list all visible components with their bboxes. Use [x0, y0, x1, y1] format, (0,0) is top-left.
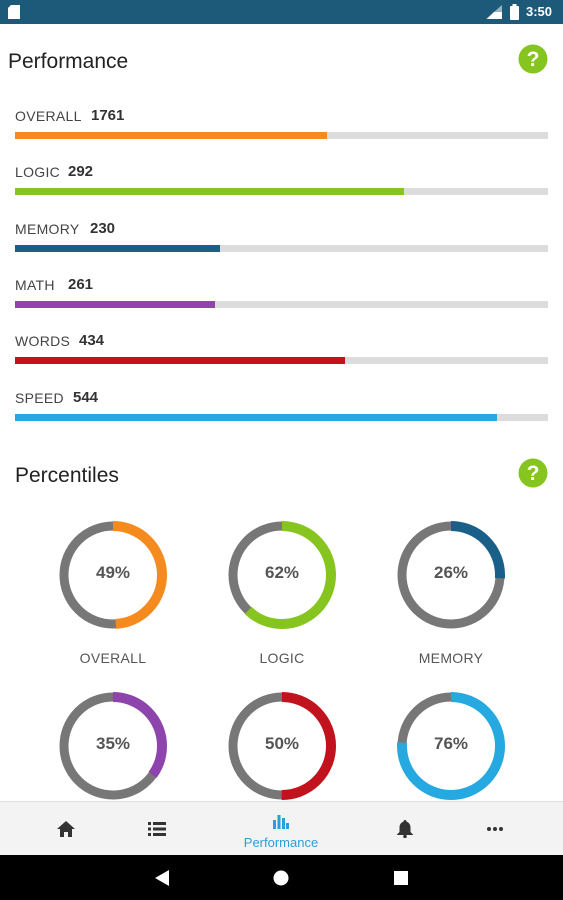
percentile-value: 49% [95, 563, 131, 582]
nav-notifications[interactable] [355, 802, 455, 856]
performance-score: 1761 [91, 107, 125, 124]
performance-bar-track [15, 357, 548, 365]
performance-row-words: WORDS 434 [15, 332, 548, 373]
help-icon[interactable]: ? [518, 44, 548, 74]
performance-label: WORDS [15, 333, 71, 350]
performance-bar-fill [15, 132, 327, 139]
percentile-label: MEMORY [418, 650, 484, 666]
performance-row-math: MATH 261 [15, 275, 548, 317]
percentile-ring-graphic [397, 521, 505, 629]
bottom-nav: Performance [0, 801, 563, 855]
performance-score: 434 [79, 332, 105, 350]
sd-card-icon [8, 5, 20, 19]
percentile-ring-arc [59, 692, 167, 800]
performance-bar-track [15, 132, 548, 139]
percentile-ring-arc [397, 692, 505, 800]
performance-label: MEMORY [15, 220, 80, 237]
performance-row-logic: LOGIC 292 [15, 163, 548, 204]
performance-row-overall: OVERALL 1761 [15, 107, 548, 148]
percentile-value: 26% [433, 563, 469, 582]
performance-score: 261 [68, 275, 94, 293]
percentile-label: LOGIC [259, 650, 305, 666]
performance-score: 544 [73, 388, 99, 406]
nav-performance[interactable]: Performance [231, 802, 331, 856]
bell-icon [397, 820, 413, 838]
percentiles-title: Percentiles [15, 464, 119, 487]
performance-row-speed: SPEED 544 [15, 388, 548, 430]
performance-bar-track [15, 300, 548, 308]
performance-score: 230 [90, 219, 116, 237]
performance-bar-fill [15, 188, 404, 196]
svg-text:?: ? [527, 48, 540, 71]
percentile-ring-arc [397, 521, 505, 629]
bar-chart-icon [273, 815, 289, 829]
percentile-value: 76% [433, 734, 469, 753]
list-icon [148, 822, 166, 836]
performance-bar-track [15, 188, 548, 196]
home-circle-icon[interactable] [273, 870, 289, 886]
system-nav-bar [0, 855, 563, 900]
percentile-ring: 62% [222, 515, 342, 635]
performance-label: LOGIC [15, 164, 61, 181]
performance-bar-fill [15, 300, 215, 308]
percentile-ring-graphic [228, 692, 336, 800]
percentile-ring-graphic [228, 521, 336, 629]
percentile-ring-graphic [59, 692, 167, 800]
signal-icon [486, 5, 502, 19]
svg-text:?: ? [527, 462, 540, 485]
more-icon [487, 827, 503, 831]
performance-label: OVERALL [15, 108, 82, 124]
status-bar: 3:50 [0, 0, 563, 24]
percentile-ring-arc [59, 521, 167, 629]
help-icon[interactable]: ? [518, 458, 548, 488]
percentile-ring: 76% [391, 686, 511, 806]
performance-bar-track [15, 413, 548, 421]
percentile-ring-arc [228, 521, 336, 629]
performance-score: 292 [68, 163, 94, 181]
percentile-value: 62% [264, 563, 300, 582]
nav-performance-label: Performance [243, 835, 319, 850]
nav-more[interactable] [446, 802, 546, 856]
performance-bar-fill [15, 357, 345, 365]
recents-icon[interactable] [394, 871, 408, 885]
status-time: 3:50 [526, 4, 553, 19]
performance-row-memory: MEMORY 230 [15, 219, 548, 261]
performance-bar-fill [15, 244, 220, 252]
percentile-ring: 26% [391, 515, 511, 635]
percentile-value: 50% [264, 734, 300, 753]
nav-home[interactable] [16, 802, 116, 856]
performance-title: Performance [8, 50, 129, 73]
battery-icon [510, 4, 519, 20]
performance-bar-fill [15, 413, 497, 421]
home-icon [57, 821, 75, 837]
percentile-ring-graphic [59, 521, 167, 629]
performance-label: SPEED [15, 389, 64, 406]
percentile-ring-graphic [397, 692, 505, 800]
percentile-ring: 35% [53, 686, 173, 806]
back-icon[interactable] [155, 870, 169, 886]
percentile-ring: 50% [222, 686, 342, 806]
nav-list[interactable] [107, 802, 207, 856]
percentile-value: 35% [95, 734, 131, 753]
percentile-label: OVERALL [79, 650, 147, 666]
performance-label: MATH [15, 276, 55, 293]
performance-bar-track [15, 244, 548, 252]
percentile-ring: 49% [53, 515, 173, 635]
percentile-ring-arc [228, 692, 336, 800]
